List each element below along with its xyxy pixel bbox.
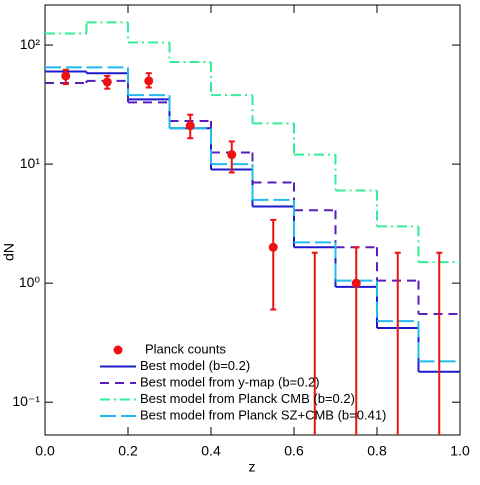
- x-axis-label: z: [249, 459, 256, 475]
- x-tick-label: 0.6: [284, 443, 304, 459]
- x-tick-label: 0.4: [201, 443, 221, 459]
- y-tick-label: 10⁻¹: [12, 393, 40, 409]
- data-point: [351, 278, 361, 288]
- y-tick-label: 10²: [20, 36, 41, 52]
- y-tick-label: 10¹: [20, 155, 41, 171]
- x-tick-label: 1.0: [450, 443, 470, 459]
- x-tick-label: 0.2: [118, 443, 138, 459]
- legend-label: Best model from y-map (b=0.2): [140, 374, 320, 389]
- x-tick-label: 0.0: [35, 443, 55, 459]
- data-point: [61, 71, 71, 81]
- plot-frame: [44, 4, 461, 436]
- plot-area: [45, 21, 460, 435]
- legend-marker: [113, 345, 123, 355]
- x-tick-label: 0.8: [367, 443, 387, 459]
- y-tick-label: 10⁰: [19, 274, 41, 290]
- data-point: [102, 77, 112, 87]
- data-point: [185, 121, 195, 131]
- legend-label: Best model from Planck SZ+CMB (b=0.41): [140, 407, 386, 422]
- legend-label: Best model from Planck CMB (b=0.2): [140, 391, 355, 406]
- legend-label: Best model (b=0.2): [140, 358, 250, 373]
- data-point: [268, 242, 278, 252]
- data-point: [144, 76, 154, 86]
- y-axis-label: dN: [1, 243, 17, 261]
- legend-label: Planck counts: [145, 341, 226, 356]
- data-point: [227, 150, 237, 160]
